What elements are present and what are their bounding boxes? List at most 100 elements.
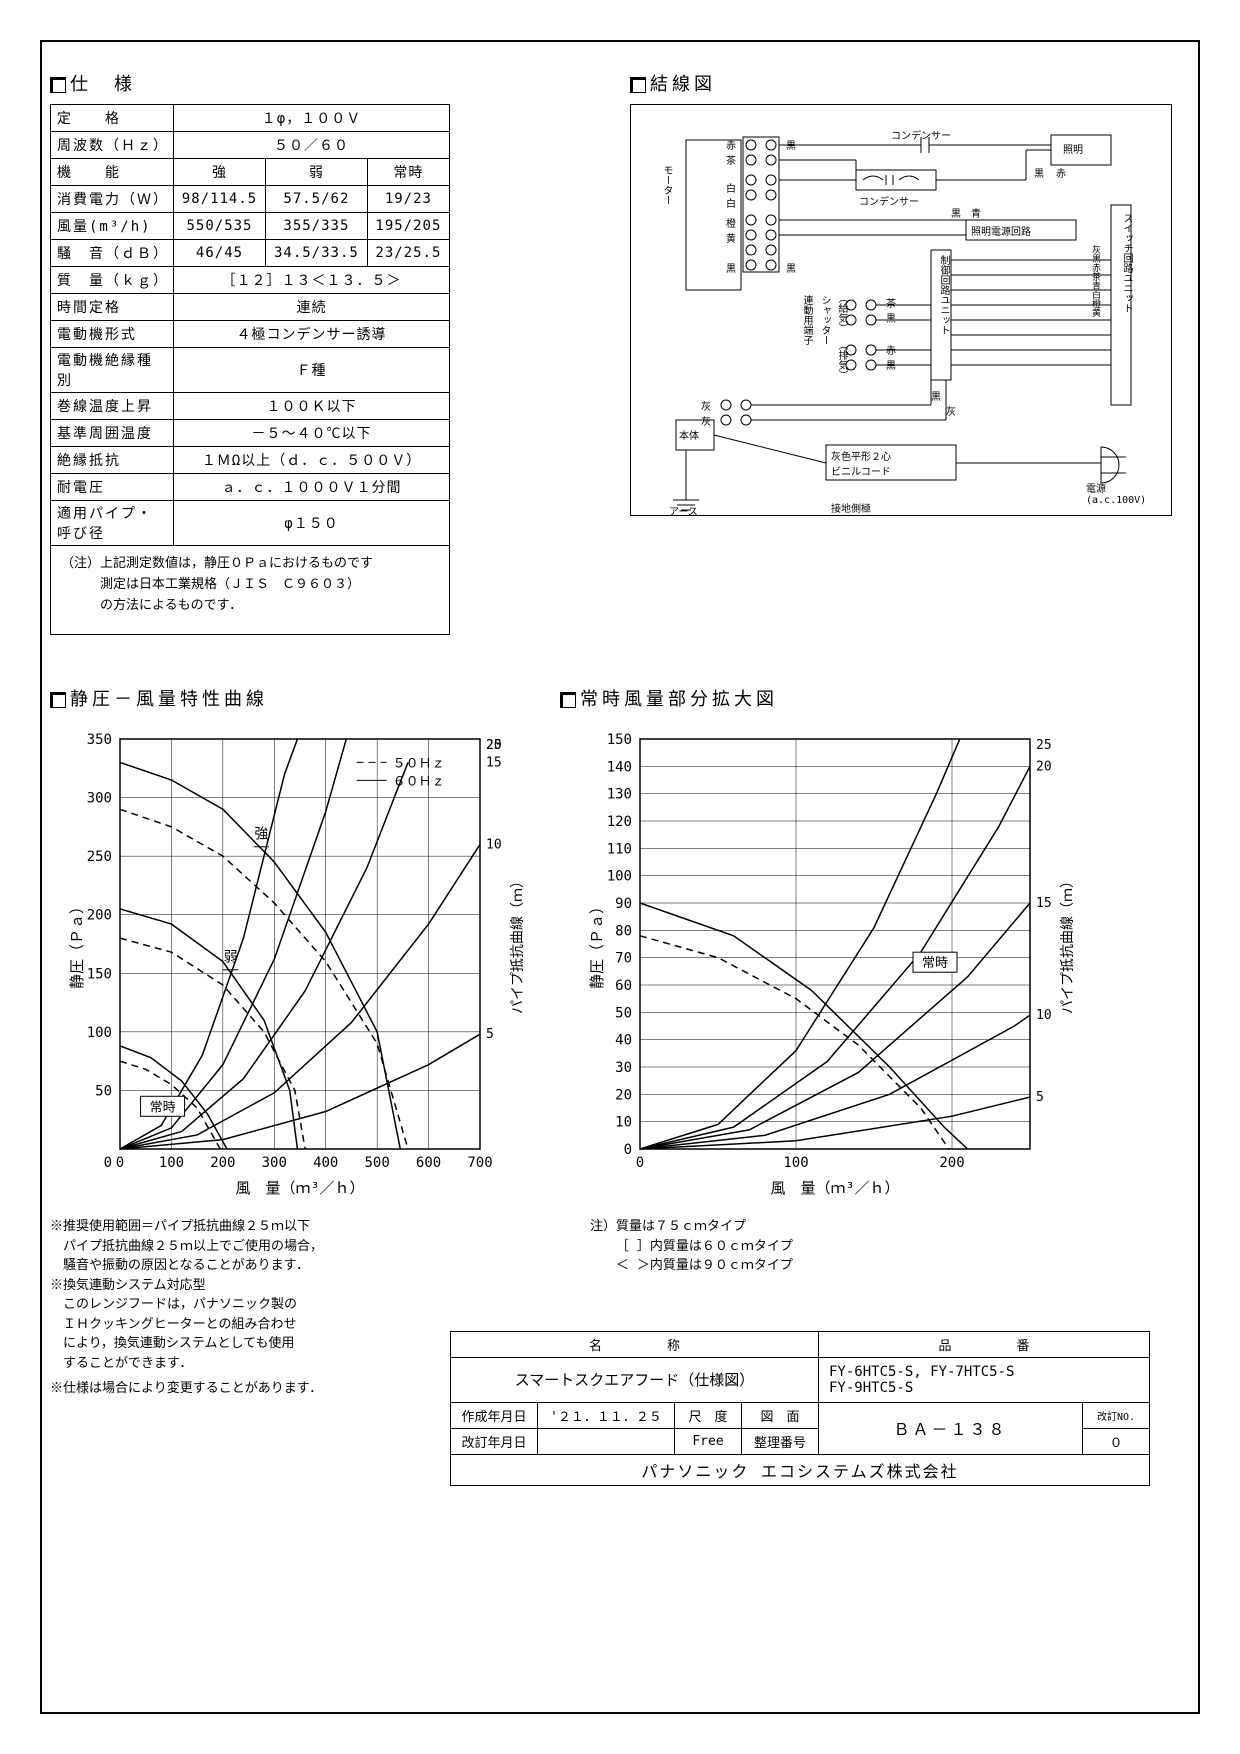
- note-line: の方法によるものです．: [61, 596, 439, 617]
- svg-text:300: 300: [262, 1155, 287, 1171]
- bullet-icon: [560, 692, 576, 708]
- svg-text:700: 700: [467, 1155, 492, 1171]
- svg-text:10: 10: [486, 838, 502, 853]
- lbl-motor: モーター: [659, 165, 674, 205]
- svg-text:100: 100: [783, 1155, 808, 1171]
- spec-label: 質 量（ｋｇ）: [51, 267, 174, 294]
- tb-drawing-no: ＢＡ－１３８: [819, 1402, 1083, 1454]
- clr: 灰: [701, 413, 711, 428]
- svg-text:10: 10: [615, 1115, 632, 1131]
- zoom-title-text: 常時風量部分拡大図: [580, 689, 778, 710]
- spec-label: 騒 音（ｄＢ）: [51, 240, 174, 267]
- note-line: 測定は日本工業規格（ＪＩＳ Ｃ９６０３）: [61, 575, 439, 596]
- svg-text:静圧（Ｐａ）: 静圧（Ｐａ）: [68, 899, 86, 989]
- lbl-body: 本体: [679, 427, 699, 442]
- clr: 青: [971, 205, 981, 220]
- svg-text:静圧（Ｐａ）: 静圧（Ｐａ）: [588, 899, 606, 989]
- svg-text:130: 130: [607, 787, 632, 803]
- mass-notes: 注）質量は７５ｃｍタイプ ［ ］内質量は６０ｃｍタイプ ＜ ＞内質量は９０ｃｍタ…: [590, 1217, 1150, 1276]
- svg-text:150: 150: [607, 732, 632, 748]
- main-chart-svg: 0100200300400500600700501001502002503003…: [50, 719, 540, 1199]
- svg-text:50: 50: [95, 1084, 112, 1100]
- lbl-switch-unit: スイッチ回路ユニット: [1119, 213, 1134, 313]
- lbl-cord: 灰色平形２心 ビニルコード: [831, 448, 891, 478]
- svg-text:常時: 常時: [150, 1101, 176, 1116]
- note-line: パイプ抵抗曲線２５ｍ以上でご使用の場合，: [50, 1237, 540, 1257]
- curve-title-text: 静圧－風量特性曲線: [70, 689, 268, 710]
- bullet-icon: [630, 77, 646, 93]
- spec-cell: 常時: [367, 159, 449, 186]
- tb-products: FY-6HTC5-S, FY-7HTC5-S FY-9HTC5-S: [819, 1357, 1150, 1402]
- svg-text:15: 15: [1036, 896, 1052, 911]
- clr: 橙: [726, 215, 736, 230]
- svg-text:0: 0: [116, 1155, 124, 1171]
- svg-text:200: 200: [87, 908, 112, 924]
- lbl-condenser: コンデンサー: [891, 127, 951, 142]
- spec-label: 時間定格: [51, 294, 174, 321]
- spec-cell: 195/205: [367, 213, 449, 240]
- svg-text:６０Ｈｚ: ６０Ｈｚ: [393, 775, 445, 790]
- svg-text:90: 90: [615, 896, 632, 912]
- svg-text:パイプ抵抗曲線（ｍ）: パイプ抵抗曲線（ｍ）: [510, 874, 526, 1014]
- title-block: 名 称 品 番 スマートスクエアフード（仕様図） FY-6HTC5-S, FY-…: [450, 1331, 1150, 1486]
- lbl-condenser2: コンデンサー: [859, 193, 919, 208]
- spec-cell: 98/114.5: [174, 186, 266, 213]
- clr: 白: [726, 180, 736, 195]
- note-line: ※推奨使用範囲＝パイプ抵抗曲線２５ｍ以下: [50, 1217, 540, 1237]
- tb-scale: Free: [675, 1428, 742, 1454]
- svg-text:30: 30: [615, 1060, 632, 1076]
- clr: 赤: [1056, 165, 1066, 180]
- clr: 灰: [701, 398, 711, 413]
- spec-label: 機 能: [51, 159, 174, 186]
- clr: 黒: [726, 260, 736, 275]
- svg-text:40: 40: [615, 1033, 632, 1049]
- tb-sheet-lbl: 図 面: [742, 1402, 819, 1428]
- spec-value: φ１５０: [174, 501, 450, 546]
- spec-cell: 46/45: [174, 240, 266, 267]
- tb-name: スマートスクエアフード（仕様図）: [451, 1357, 819, 1402]
- tb-rev-lbl: 改訂年月日: [451, 1428, 538, 1454]
- spec-cell: 57.5/62: [266, 186, 368, 213]
- svg-text:弱: 弱: [224, 950, 238, 966]
- spec-label: 電動機絶縁種別: [51, 348, 174, 393]
- tb-created: '２１．１１．２５: [538, 1402, 675, 1428]
- svg-text:0: 0: [636, 1155, 644, 1171]
- spec-label: 電動機形式: [51, 321, 174, 348]
- curve-heading: 静圧－風量特性曲線: [50, 685, 540, 711]
- svg-text:パイプ抵抗曲線（ｍ）: パイプ抵抗曲線（ｍ）: [1060, 874, 1076, 1014]
- tb-name-hdr: 名 称: [451, 1331, 819, 1357]
- clr: 黒: [1034, 165, 1044, 180]
- svg-text:25: 25: [486, 738, 502, 753]
- tb-sheet: 整理番号: [742, 1428, 819, 1454]
- spec-cell: 19/23: [367, 186, 449, 213]
- svg-text:強: 強: [254, 827, 268, 843]
- main-chart: 0100200300400500600700501001502002503003…: [50, 719, 540, 1199]
- spec-cell: 34.5/33.5: [266, 240, 368, 267]
- note-line: ＜ ＞内質量は９０ｃｍタイプ: [590, 1256, 1150, 1276]
- svg-text:120: 120: [607, 814, 632, 830]
- svg-text:200: 200: [210, 1155, 235, 1171]
- svg-text:500: 500: [364, 1155, 389, 1171]
- svg-text:５０Ｈｚ: ５０Ｈｚ: [393, 757, 445, 772]
- clr: 黒: [786, 137, 796, 152]
- clr: 黒: [931, 388, 941, 403]
- svg-text:70: 70: [615, 951, 632, 967]
- svg-text:常時: 常時: [922, 957, 948, 972]
- bullet-icon: [50, 77, 66, 93]
- spec-label: 絶縁抵抗: [51, 447, 174, 474]
- svg-text:5: 5: [486, 1028, 494, 1043]
- wiring-diagram: モーター コンデンサー コンデンサー 照明 照明電源回路 スイッチ回路ユニット …: [630, 104, 1172, 516]
- wiring-title-text: 結線図: [650, 74, 716, 95]
- tb-revno-lbl: 改訂NO.: [1083, 1402, 1150, 1428]
- spec-value: －５～４０℃以下: [174, 420, 450, 447]
- svg-text:80: 80: [615, 924, 632, 940]
- clr: 茶: [886, 295, 896, 310]
- spec-cell: 355/335: [266, 213, 368, 240]
- spec-value: Ｆ種: [174, 348, 450, 393]
- svg-text:25: 25: [1036, 738, 1052, 753]
- spec-label: 耐電圧: [51, 474, 174, 501]
- spec-cell: 550/535: [174, 213, 266, 240]
- spec-value: ［１２］１３＜１３．５＞: [174, 267, 450, 294]
- spec-note: （注）上記測定数値は，静圧０Ｐａにおけるものです 測定は日本工業規格（ＪＩＳ Ｃ…: [50, 546, 450, 635]
- spec-value: １００Ｋ以下: [174, 393, 450, 420]
